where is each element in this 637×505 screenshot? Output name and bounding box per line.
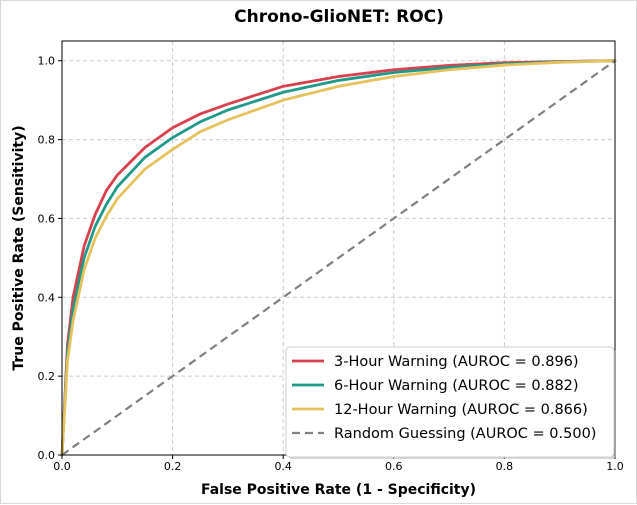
series-line-12-hour bbox=[60, 59, 617, 457]
x-tick-label: 0.8 bbox=[496, 460, 514, 473]
y-tick-label: 0.6 bbox=[38, 212, 56, 225]
y-tick-label: 0.0 bbox=[38, 449, 56, 462]
chart-title: Chrono-GlioNET: ROC) bbox=[234, 7, 444, 27]
x-tick-label: 0.6 bbox=[385, 460, 403, 473]
x-tick-label: 1.0 bbox=[606, 460, 624, 473]
series-lines bbox=[60, 59, 617, 457]
series-line-random bbox=[61, 59, 616, 456]
y-tick-label: 1.0 bbox=[38, 55, 56, 68]
legend-box bbox=[285, 346, 615, 458]
axis-ticks: 0.0 0.2 0.4 0.6 0.8 1.0 0.0 0.2 0.4 0.6 0.8 1.0 bbox=[38, 55, 624, 473]
series-line-6-hour bbox=[60, 59, 617, 457]
x-tick-label: 0.4 bbox=[274, 460, 292, 473]
y-tick-label: 0.4 bbox=[38, 291, 56, 304]
legend-entry-label: 6-Hour Warning (AUROC = 0.882) bbox=[334, 378, 579, 394]
y-tick-label: 0.2 bbox=[38, 370, 56, 383]
legend-entry-label: Random Guessing (AUROC = 0.500) bbox=[334, 426, 596, 442]
x-tick-label: 0.0 bbox=[53, 460, 71, 473]
y-axis-label: True Positive Rate (Sensitivity) bbox=[11, 125, 27, 370]
x-axis-label: False Positive Rate (1 - Specificity) bbox=[201, 482, 476, 498]
legend: 3-Hour Warning (AUROC = 0.896) 6-Hour War… bbox=[285, 346, 616, 459]
y-tick-label: 0.8 bbox=[38, 134, 56, 147]
legend-entry-label: 12-Hour Warning (AUROC = 0.866) bbox=[334, 402, 588, 418]
legend-entry-label: 3-Hour Warning (AUROC = 0.896) bbox=[334, 354, 579, 370]
x-tick-label: 0.2 bbox=[164, 460, 182, 473]
series-line-3-hour bbox=[60, 59, 617, 457]
